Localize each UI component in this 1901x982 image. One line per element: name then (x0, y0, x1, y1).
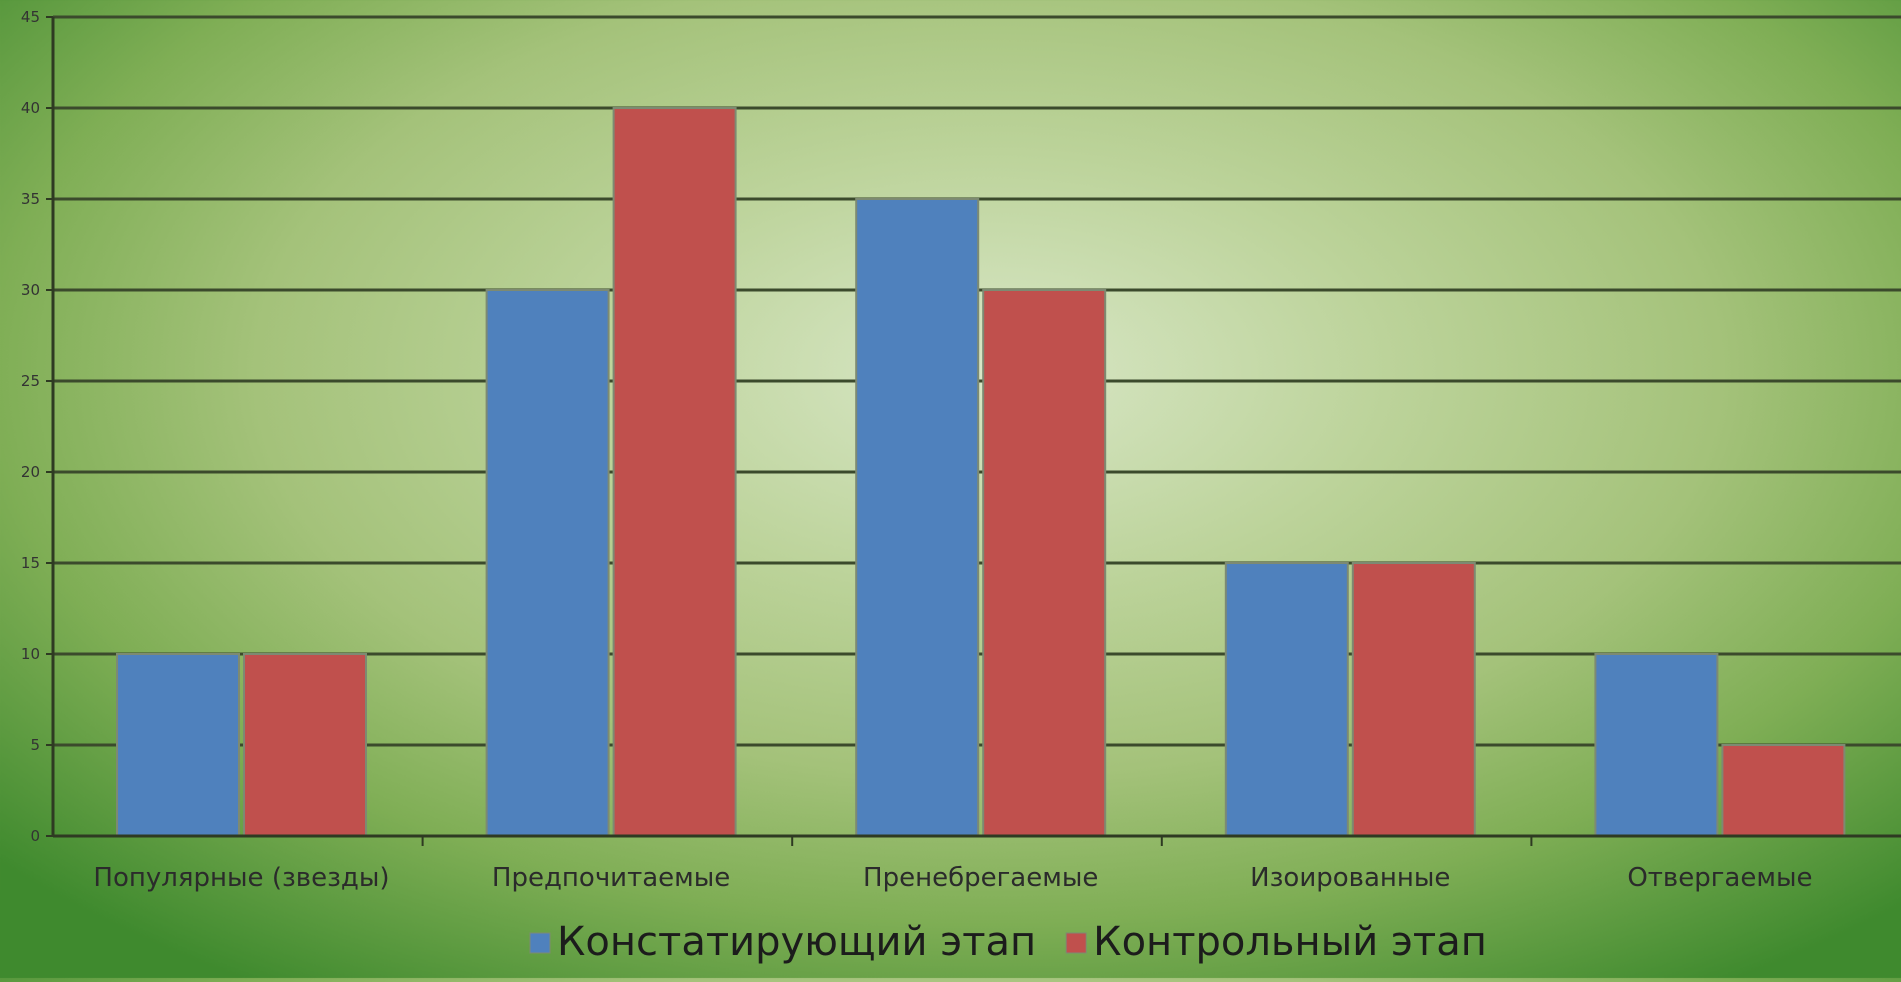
x-tick-label: Отвергаемые (1627, 863, 1812, 893)
bar-stating-0 (116, 653, 240, 837)
axes: 0 5 10 15 20 25 30 35 40 45 Популярные (звезды) Пре… (21, 8, 1901, 893)
bar-control-3 (1351, 562, 1476, 837)
bar-control-2 (982, 289, 1107, 837)
y-tick-label: 20 (21, 463, 40, 481)
x-tick-label: Пренебрегаемые (863, 863, 1098, 893)
y-tick-label: 10 (21, 645, 40, 663)
y-tick-label: 45 (21, 8, 40, 26)
x-tick-label: Популярные (звезды) (93, 863, 389, 893)
legend-label: Констатирующий этап (557, 919, 1036, 965)
y-tick-label: 0 (30, 827, 40, 845)
bars (116, 107, 1846, 837)
legend-swatch (529, 932, 551, 954)
y-tick-label: 5 (30, 736, 40, 754)
bar-stating-4 (1594, 653, 1719, 837)
legend-label: Контрольный этап (1093, 919, 1487, 965)
x-tick-label: Изоированные (1250, 863, 1450, 893)
x-tick-label: Предпочитаемые (492, 863, 730, 893)
y-tick-label: 35 (21, 190, 40, 208)
legend-swatch (1065, 932, 1087, 954)
bar-control-4 (1721, 744, 1846, 837)
bar-stating-2 (855, 198, 980, 837)
bar-control-0 (243, 653, 367, 837)
bar-stating-1 (485, 289, 610, 837)
y-tick-label: 40 (21, 99, 40, 117)
bar-control-1 (612, 107, 737, 837)
y-tick-label: 15 (21, 554, 40, 572)
y-tick-label: 30 (21, 281, 40, 299)
y-tick-label: 25 (21, 372, 40, 390)
legend: Констатирующий этап Контрольный этап (529, 919, 1487, 965)
bar-stating-3 (1224, 562, 1349, 837)
